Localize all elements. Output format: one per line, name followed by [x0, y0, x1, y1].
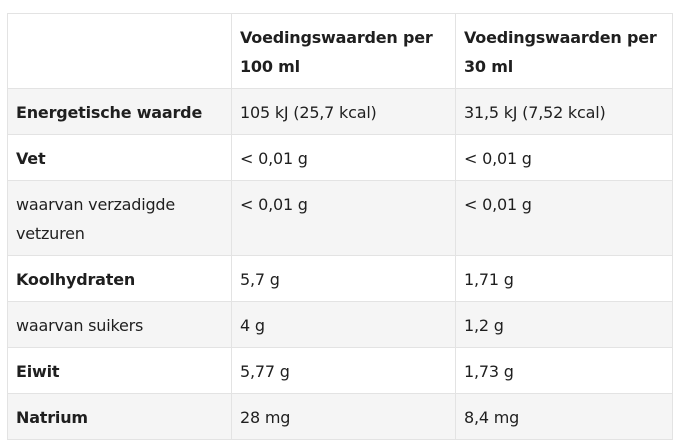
value-per-100ml: 105 kJ (25,7 kcal) [231, 88, 456, 135]
value-per-100ml: < 0,01 g [231, 180, 456, 256]
value-per-30ml: 1,71 g [455, 255, 673, 302]
value-per-30ml: < 0,01 g [455, 134, 673, 181]
header-cell-empty [7, 13, 232, 89]
value-per-100ml: 4 g [231, 301, 456, 348]
header-row: Voedingswaarden per 100 ml Voedingswaard… [7, 13, 673, 89]
value-per-30ml: 8,4 mg [455, 393, 673, 440]
value-per-30ml: 1,73 g [455, 347, 673, 394]
table-row: Natrium 28 mg 8,4 mg [7, 393, 673, 440]
value-per-30ml: 31,5 kJ (7,52 kcal) [455, 88, 673, 135]
header-cell-per-30ml: Voedingswaarden per 30 ml [455, 13, 673, 89]
table-row: waarvan verzadigde vetzuren < 0,01 g < 0… [7, 180, 673, 256]
table-row: Eiwit 5,77 g 1,73 g [7, 347, 673, 394]
value-per-100ml: 5,7 g [231, 255, 456, 302]
header-cell-per-100ml: Voedingswaarden per 100 ml [231, 13, 456, 89]
row-label: waarvan suikers [7, 301, 232, 348]
value-per-100ml: 5,77 g [231, 347, 456, 394]
table-header: Voedingswaarden per 100 ml Voedingswaard… [7, 13, 673, 89]
value-per-100ml: 28 mg [231, 393, 456, 440]
nutrition-table: Voedingswaarden per 100 ml Voedingswaard… [7, 13, 673, 440]
table-row: Koolhydraten 5,7 g 1,71 g [7, 255, 673, 302]
value-per-100ml: < 0,01 g [231, 134, 456, 181]
table-row: waarvan suikers 4 g 1,2 g [7, 301, 673, 348]
value-per-30ml: < 0,01 g [455, 180, 673, 256]
row-label: Vet [7, 134, 232, 181]
row-label: Eiwit [7, 347, 232, 394]
row-label: Natrium [7, 393, 232, 440]
row-label: Koolhydraten [7, 255, 232, 302]
value-per-30ml: 1,2 g [455, 301, 673, 348]
row-label: Energetische waarde [7, 88, 232, 135]
row-label: waarvan verzadigde vetzuren [7, 180, 232, 256]
table-row: Energetische waarde 105 kJ (25,7 kcal) 3… [7, 88, 673, 135]
table-body: Energetische waarde 105 kJ (25,7 kcal) 3… [7, 88, 673, 440]
table-row: Vet < 0,01 g < 0,01 g [7, 134, 673, 181]
